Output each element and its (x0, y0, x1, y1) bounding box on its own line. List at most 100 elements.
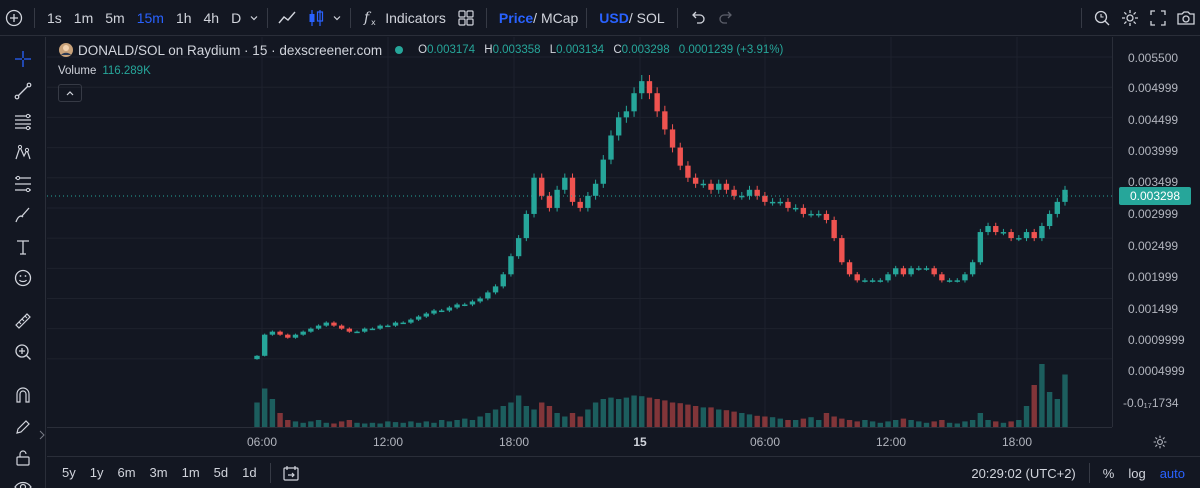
crosshair-icon[interactable] (9, 45, 37, 73)
interval-d[interactable]: D (231, 9, 242, 26)
quick-search-icon[interactable] (1088, 0, 1116, 36)
candle-body (723, 183, 730, 190)
candle-body (631, 93, 637, 112)
price-option[interactable]: Price (498, 9, 534, 26)
candle-body (846, 262, 853, 275)
zoom-in-icon[interactable] (9, 338, 37, 366)
range-3m[interactable]: 3m (149, 465, 168, 480)
gear-icon[interactable] (1116, 0, 1144, 36)
log-toggle[interactable]: log (1128, 465, 1146, 481)
redo-icon[interactable] (712, 0, 740, 36)
range-5d[interactable]: 5d (213, 465, 229, 480)
candles-icon[interactable] (302, 0, 330, 36)
candle-body (716, 183, 722, 190)
indicators-button[interactable]: Indicators (385, 9, 446, 26)
candle-body (1000, 232, 1007, 234)
sol-option[interactable]: / SOL (628, 9, 665, 26)
brush-icon[interactable] (9, 201, 37, 229)
chevron-down-icon[interactable] (330, 0, 344, 36)
volume-bar (485, 413, 491, 427)
volume-bar (531, 409, 537, 427)
fib-icon[interactable] (9, 170, 37, 198)
interval-1h[interactable]: 1h (175, 9, 192, 26)
trend-line-icon[interactable] (9, 77, 37, 105)
emoji-icon[interactable] (9, 264, 37, 292)
volume-bar (500, 406, 506, 427)
percent-toggle[interactable]: % (1102, 465, 1115, 481)
candle-body (685, 165, 691, 178)
candle-body (446, 307, 453, 311)
mcap-option[interactable]: / MCap (533, 9, 579, 26)
range-6m[interactable]: 6m (117, 465, 136, 480)
interval-1s[interactable]: 1s (47, 9, 62, 26)
chart-pane[interactable] (47, 37, 1112, 427)
interval-15m[interactable]: 15m (136, 9, 164, 26)
current-price-badge: 0.003298 (1119, 187, 1191, 205)
candle-body (700, 183, 707, 186)
bottom-right-group: 20:29:02 (UTC+2) % log auto (964, 457, 1192, 488)
candlestick-chart[interactable] (47, 37, 1112, 427)
usd-option[interactable]: USD (599, 9, 629, 26)
text-icon[interactable] (9, 233, 37, 261)
close-label: C (613, 44, 622, 56)
time-tick: 18:00 (1001, 435, 1033, 449)
candle-body (1008, 232, 1014, 239)
time-axis[interactable]: 06:00 12:00 18:00 15 06:00 12:00 18:00 (47, 427, 1112, 455)
eye-icon[interactable] (9, 473, 37, 488)
price-scale[interactable]: 0.005500 0.004999 0.004499 0.003999 0.00… (1112, 37, 1200, 427)
chevron-right-icon[interactable] (38, 421, 46, 449)
candle-body (269, 331, 276, 335)
candle-body (746, 189, 753, 196)
undo-icon[interactable] (684, 0, 712, 36)
candle-body (839, 238, 845, 263)
volume-bar (308, 421, 314, 427)
volume-bar (377, 423, 383, 427)
candle-body (615, 117, 622, 136)
magnet-icon[interactable] (9, 381, 37, 409)
camera-icon[interactable] (1172, 0, 1200, 36)
scroll-indicator[interactable] (596, 482, 604, 488)
range-1y[interactable]: 1y (89, 465, 104, 480)
interval-4h[interactable]: 4h (203, 9, 220, 26)
chart-settings-icon[interactable] (1146, 428, 1174, 456)
range-5y[interactable]: 5y (62, 465, 76, 480)
clock-timezone[interactable]: 20:29:02 (UTC+2) (971, 465, 1076, 481)
line-chart-icon[interactable] (274, 0, 302, 36)
layouts-icon[interactable] (452, 0, 480, 36)
fullscreen-icon[interactable] (1144, 0, 1172, 36)
candle-body (885, 274, 891, 281)
pencil-lock-icon[interactable] (9, 413, 37, 441)
candle-body (523, 213, 530, 239)
volume-bar (646, 397, 653, 427)
pattern-icon[interactable] (9, 139, 37, 167)
lock-icon[interactable] (9, 444, 37, 472)
usd-sol-toggle[interactable]: USD / SOL (593, 0, 670, 36)
collapse-legend-button[interactable] (58, 84, 82, 102)
volume-bar (438, 420, 445, 427)
ruler-icon[interactable] (9, 307, 37, 335)
chevron-down-icon[interactable] (247, 0, 261, 36)
interval-5m[interactable]: 5m (105, 9, 125, 26)
interval-1m[interactable]: 1m (73, 9, 94, 26)
symbol-title[interactable]: DONALD/SOL on Raydium · 15 · dexscreener… (78, 42, 383, 58)
price-mcap-toggle[interactable]: Price / MCap (493, 0, 580, 36)
low-label: L (549, 44, 557, 56)
volume-bar (1008, 421, 1014, 427)
add-symbol-icon[interactable] (0, 0, 28, 36)
volume-bar (808, 417, 814, 427)
candle-body (739, 195, 745, 198)
candle-body (808, 213, 814, 216)
candle-body (562, 177, 568, 190)
goto-date-icon[interactable] (277, 457, 305, 488)
chart-legend: DONALD/SOL on Raydium · 15 · dexscreener… (58, 42, 789, 58)
volume-bar (323, 422, 329, 427)
horizontal-lines-icon[interactable] (9, 108, 37, 136)
range-1d[interactable]: 1d (242, 465, 257, 480)
volume-bar (831, 416, 837, 427)
toolbar-divider (34, 7, 35, 28)
volume-bar (408, 421, 414, 427)
auto-toggle[interactable]: auto (1159, 465, 1185, 481)
range-1m[interactable]: 1m (181, 465, 200, 480)
candle-body (577, 201, 583, 208)
